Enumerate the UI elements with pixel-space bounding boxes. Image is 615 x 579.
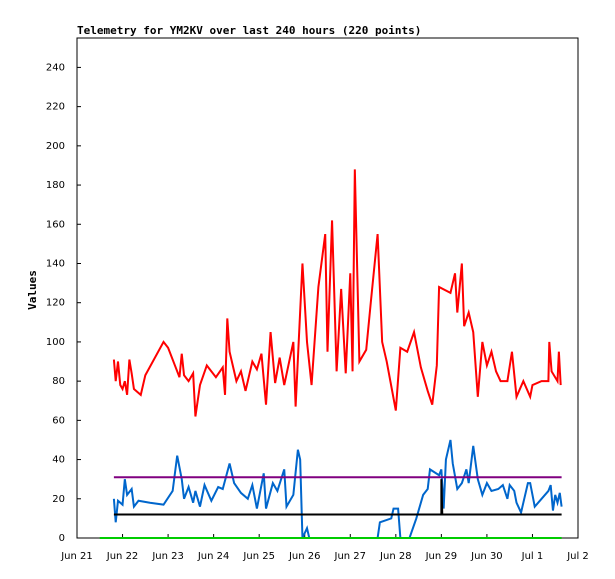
y-tick-label: 160 — [46, 219, 65, 230]
y-tick-label: 80 — [52, 376, 65, 387]
x-tick-label: Jun 22 — [106, 551, 139, 562]
y-tick-label: 180 — [46, 180, 65, 191]
x-tick-label: Jul 1 — [521, 551, 544, 562]
y-tick-label: 40 — [52, 455, 65, 466]
x-tick-label: Jul 2 — [566, 551, 589, 562]
chart-title: Telemetry for YM2KV over last 240 hours … — [77, 24, 421, 37]
y-tick-label: 200 — [46, 141, 65, 152]
series-line — [112, 439, 563, 539]
y-tick-label: 220 — [46, 102, 65, 113]
x-tick-label: Jun 23 — [151, 551, 184, 562]
x-tick-label: Jun 26 — [288, 551, 321, 562]
x-tick-label: Jun 24 — [197, 551, 230, 562]
x-tick-label: Jun 21 — [60, 551, 93, 562]
x-tick-label: Jun 28 — [379, 551, 412, 562]
y-tick-label: 240 — [46, 62, 65, 73]
x-tick-label: Jun 27 — [334, 551, 367, 562]
x-tick-label: Jun 30 — [470, 551, 503, 562]
plot-frame — [76, 37, 579, 539]
y-tick-label: 0 — [59, 533, 65, 544]
x-tick-label: Jun 29 — [425, 551, 458, 562]
series-line — [112, 169, 562, 417]
y-tick-label: 140 — [46, 258, 65, 269]
y-tick-label: 20 — [52, 494, 65, 505]
y-tick-label: 60 — [52, 415, 65, 426]
y-tick-label: 100 — [46, 337, 65, 348]
series-line — [113, 479, 562, 516]
x-tick-label: Jun 25 — [242, 551, 275, 562]
y-axis-label: Values — [26, 270, 39, 310]
y-tick-label: 120 — [46, 298, 65, 309]
